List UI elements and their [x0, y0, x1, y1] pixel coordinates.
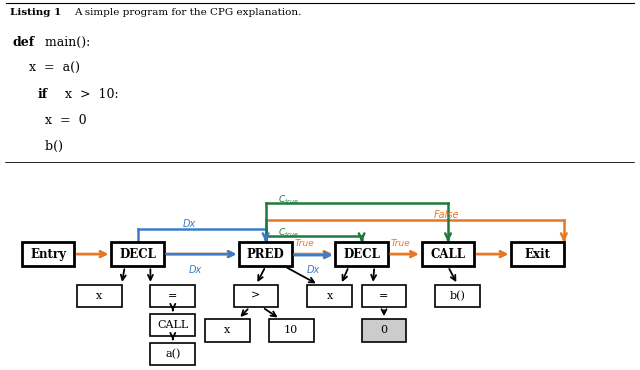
Text: >: > — [252, 291, 260, 301]
Text: def: def — [13, 36, 35, 49]
Text: x  >  10:: x > 10: — [57, 88, 118, 101]
Text: x  =  a(): x = a() — [13, 62, 80, 75]
Text: Dx: Dx — [189, 265, 202, 275]
Text: DECL: DECL — [119, 248, 156, 260]
FancyBboxPatch shape — [269, 319, 314, 342]
FancyBboxPatch shape — [307, 285, 352, 307]
Text: Entry: Entry — [30, 248, 66, 260]
FancyBboxPatch shape — [511, 242, 564, 266]
FancyBboxPatch shape — [362, 319, 406, 342]
Text: $C_{true}$: $C_{true}$ — [278, 226, 300, 239]
FancyBboxPatch shape — [422, 242, 474, 266]
Text: b(): b() — [13, 140, 63, 153]
Text: x: x — [224, 325, 230, 335]
Text: Exit: Exit — [525, 248, 550, 260]
Text: 10: 10 — [284, 325, 298, 335]
Text: Listing 1: Listing 1 — [10, 8, 61, 17]
Text: 0: 0 — [380, 325, 388, 335]
Text: Dx: Dx — [182, 219, 196, 229]
Text: b(): b() — [450, 291, 465, 301]
Text: DECL: DECL — [343, 248, 380, 260]
FancyBboxPatch shape — [22, 242, 74, 266]
FancyBboxPatch shape — [205, 319, 250, 342]
Text: main():: main(): — [41, 36, 90, 49]
FancyBboxPatch shape — [362, 285, 406, 307]
Text: a(): a() — [165, 349, 180, 359]
Text: x: x — [96, 291, 102, 301]
Text: False: False — [434, 210, 459, 220]
FancyBboxPatch shape — [335, 242, 388, 266]
Text: =: = — [168, 291, 177, 301]
Text: CALL: CALL — [157, 320, 188, 330]
Text: x  =  0: x = 0 — [13, 114, 86, 127]
Text: CALL: CALL — [431, 248, 465, 260]
Text: if: if — [37, 88, 47, 101]
Text: True: True — [391, 239, 411, 248]
Text: True: True — [295, 239, 315, 248]
FancyBboxPatch shape — [150, 314, 195, 336]
Text: Dx: Dx — [307, 265, 321, 275]
FancyBboxPatch shape — [234, 285, 278, 307]
FancyBboxPatch shape — [150, 343, 195, 365]
Text: PRED: PRED — [247, 248, 284, 260]
FancyBboxPatch shape — [111, 242, 164, 266]
FancyBboxPatch shape — [435, 285, 480, 307]
Text: A simple program for the CPG explanation.: A simple program for the CPG explanation… — [74, 8, 301, 17]
FancyBboxPatch shape — [77, 285, 122, 307]
FancyBboxPatch shape — [150, 285, 195, 307]
Text: $C_{true}$: $C_{true}$ — [278, 193, 300, 206]
Text: =: = — [380, 291, 388, 301]
FancyBboxPatch shape — [239, 242, 292, 266]
Text: x: x — [326, 291, 333, 301]
